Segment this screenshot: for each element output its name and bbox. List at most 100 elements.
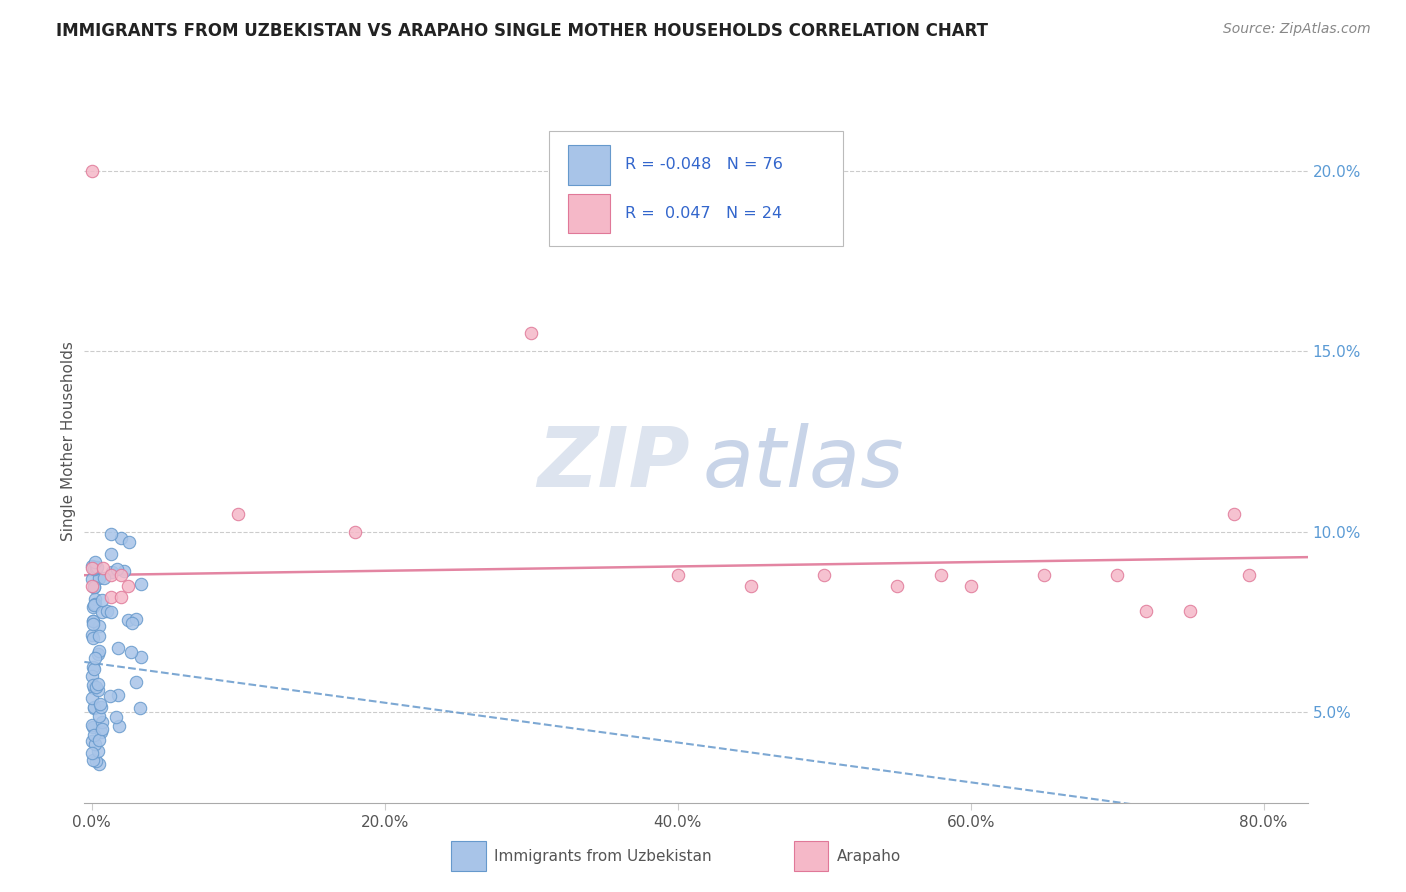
Point [83, 681, 105, 696]
Text: IMMIGRANTS FROM UZBEKISTAN VS ARAPAHO SINGLE MOTHER HOUSEHOLDS CORRELATION CHART: IMMIGRANTS FROM UZBEKISTAN VS ARAPAHO SI… [56, 22, 988, 40]
Point [1032, 568, 1054, 582]
Point [82, 690, 104, 705]
Text: R =  0.047   N = 24: R = 0.047 N = 24 [626, 206, 782, 220]
Point [83, 580, 105, 594]
Point [520, 326, 543, 340]
Point [129, 649, 152, 664]
Text: Source: ZipAtlas.com: Source: ZipAtlas.com [1223, 22, 1371, 37]
Point [82, 720, 104, 734]
Point [83, 699, 105, 714]
Point [80, 561, 103, 575]
Point [120, 645, 142, 659]
Y-axis label: Single Mother Households: Single Mother Households [60, 342, 76, 541]
Point [813, 568, 835, 582]
Point [84, 592, 107, 607]
Point [87, 709, 110, 723]
Point [87, 757, 110, 772]
Point [104, 710, 127, 724]
Point [931, 568, 953, 582]
Point [886, 579, 908, 593]
Point [101, 565, 124, 579]
Point [80, 163, 103, 178]
Point [82, 614, 104, 628]
Point [82, 614, 104, 628]
Point [82, 617, 104, 632]
Point [87, 682, 110, 697]
Point [100, 527, 122, 541]
Point [110, 531, 132, 545]
Point [82, 753, 104, 767]
Point [83, 728, 105, 742]
Point [91, 593, 114, 607]
Point [84, 597, 107, 611]
Point [110, 590, 132, 604]
Point [117, 613, 139, 627]
Point [112, 564, 135, 578]
Point [125, 674, 148, 689]
Point [83, 701, 105, 715]
Text: R = -0.048   N = 76: R = -0.048 N = 76 [626, 157, 783, 172]
Text: ZIP: ZIP [537, 423, 690, 504]
Point [82, 733, 104, 747]
Point [1237, 568, 1260, 582]
Point [98, 689, 121, 703]
FancyBboxPatch shape [794, 841, 828, 871]
Point [84, 555, 107, 569]
Point [89, 629, 111, 643]
Point [83, 599, 105, 613]
Point [80, 627, 103, 641]
Point [100, 568, 122, 582]
Point [87, 744, 110, 758]
Point [959, 579, 981, 593]
Text: Immigrants from Uzbekistan: Immigrants from Uzbekistan [494, 849, 711, 863]
Point [1223, 507, 1246, 521]
Point [1107, 568, 1129, 582]
Point [84, 560, 107, 574]
Point [105, 562, 128, 576]
Point [83, 651, 105, 665]
Point [96, 604, 118, 618]
Point [1135, 604, 1157, 618]
Point [90, 714, 112, 729]
Point [90, 725, 112, 739]
Point [344, 524, 367, 539]
Point [80, 572, 103, 586]
Point [87, 677, 110, 691]
Point [100, 605, 122, 619]
Point [121, 615, 143, 630]
Point [107, 688, 129, 702]
Point [108, 719, 131, 733]
Point [93, 571, 115, 585]
Point [107, 641, 129, 656]
Point [89, 698, 111, 712]
Point [666, 568, 689, 582]
Point [82, 599, 104, 614]
Point [89, 570, 111, 584]
Point [226, 507, 249, 521]
Point [82, 631, 104, 645]
Point [131, 576, 153, 591]
Point [100, 548, 122, 562]
Point [80, 558, 103, 573]
Point [84, 755, 107, 769]
Point [90, 699, 112, 714]
Point [100, 590, 122, 604]
Point [90, 605, 112, 619]
Point [82, 660, 104, 674]
Point [87, 733, 110, 747]
FancyBboxPatch shape [568, 194, 610, 234]
Point [82, 669, 104, 683]
Point [83, 562, 105, 576]
Text: atlas: atlas [702, 423, 904, 504]
Point [89, 619, 111, 633]
FancyBboxPatch shape [451, 841, 485, 871]
Point [740, 579, 762, 593]
Point [117, 579, 139, 593]
Text: Arapaho: Arapaho [837, 849, 901, 863]
Point [84, 737, 107, 751]
Point [86, 559, 108, 574]
Point [87, 647, 110, 661]
Point [82, 678, 104, 692]
Point [87, 643, 110, 657]
Point [129, 701, 152, 715]
